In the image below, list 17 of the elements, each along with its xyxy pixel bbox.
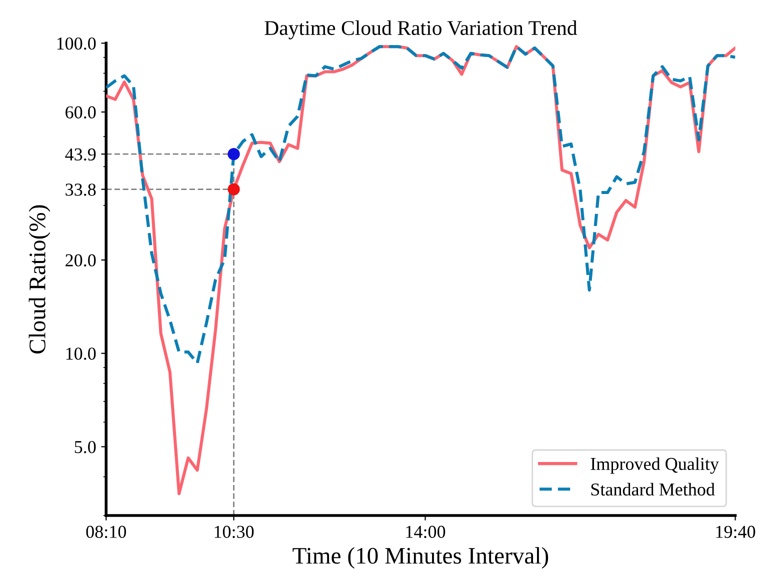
- x-tick-label: 19:40: [716, 526, 756, 538]
- y-tick-label: 33.8: [66, 184, 96, 196]
- legend-label: Standard Method: [591, 482, 715, 496]
- y-tick-label: 43.9: [65, 148, 96, 161]
- line-series: [106, 45, 736, 365]
- x-tick-label: 08:10: [86, 526, 126, 538]
- x-tick-label: 10:30: [214, 526, 254, 538]
- x-tick-label: 14:00: [406, 526, 446, 538]
- y-tick-label: 10.0: [66, 348, 96, 360]
- y-tick-label: 100.0: [57, 37, 96, 50]
- legend-label: Improved Quality: [590, 457, 719, 474]
- chart-title: Daytime Cloud Ratio Variation Trend: [264, 20, 578, 40]
- y-axis-title: Cloud Ratio(%): [28, 205, 50, 354]
- y-tick-label: 5.0: [74, 440, 96, 454]
- x-axis-title: Time (10 Minutes Interval): [292, 547, 548, 569]
- y-tick-label: 60.0: [66, 106, 96, 119]
- y-tick-label: 20.0: [66, 254, 96, 267]
